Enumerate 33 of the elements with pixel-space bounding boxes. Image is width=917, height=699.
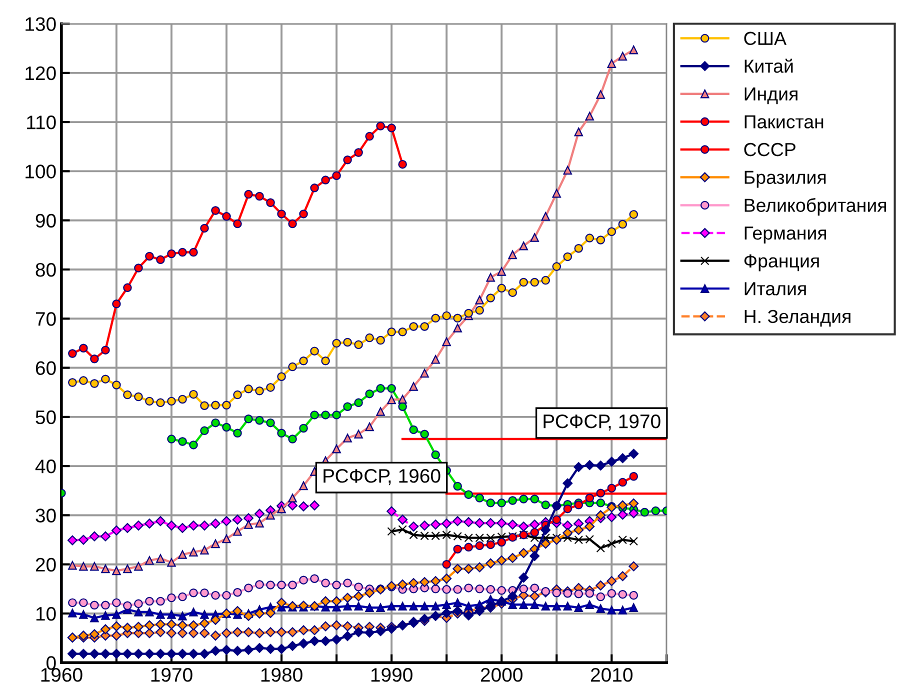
y-tick-label: 10 bbox=[36, 606, 56, 621]
y-tick-label: 120 bbox=[26, 66, 56, 80]
y-tick-label: 70 bbox=[36, 312, 56, 326]
x-tick-label: 1980 bbox=[261, 668, 302, 682]
annotation: РСФСР, 1970 bbox=[544, 414, 660, 431]
legend-label: Бразилия bbox=[744, 170, 826, 188]
legend-label: СССР bbox=[744, 142, 796, 156]
y-tick-label: 80 bbox=[36, 262, 56, 277]
legend-label: Индия bbox=[744, 88, 798, 104]
annotation: РСФСР, 1960 bbox=[324, 469, 440, 486]
y-tick-label: 0 bbox=[46, 656, 56, 670]
x-tick-label: 2010 bbox=[590, 668, 633, 682]
legend-label: США bbox=[744, 32, 786, 46]
x-tick-label: 1990 bbox=[371, 668, 412, 682]
legend-label: Н. Зеландия bbox=[744, 310, 850, 327]
x-tick-label: 1960 bbox=[41, 668, 82, 682]
legend-label: Пакистан bbox=[744, 115, 824, 128]
y-tick-label: 110 bbox=[27, 116, 56, 130]
y-tick-label: 100 bbox=[26, 164, 56, 178]
legend-label: Германия bbox=[744, 226, 826, 244]
y-tick-label: 50 bbox=[36, 410, 56, 424]
y-tick-label: 60 bbox=[36, 361, 56, 376]
y-tick-label: 90 bbox=[36, 214, 56, 228]
y-tick-label: 40 bbox=[35, 460, 56, 474]
legend-label: Великобритания bbox=[744, 198, 886, 216]
legend-label: Китай bbox=[744, 58, 793, 73]
x-tick-label: 2000 bbox=[480, 668, 522, 682]
y-tick-label: 130 bbox=[26, 17, 56, 32]
x-tick-label: 1970 bbox=[151, 668, 192, 682]
legend-label: Италия bbox=[744, 282, 806, 296]
y-tick-label: 20 bbox=[36, 558, 56, 572]
y-tick-label: 30 bbox=[36, 508, 56, 522]
legend-label: Франция bbox=[744, 254, 819, 272]
